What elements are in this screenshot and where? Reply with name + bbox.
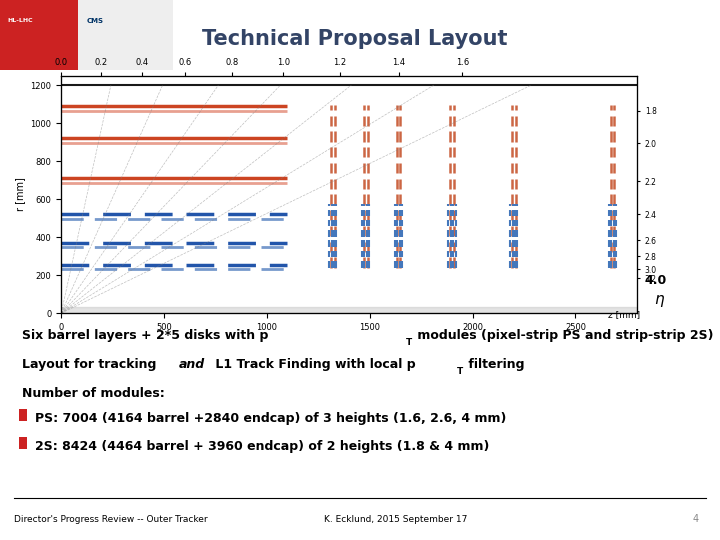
Text: Layout for tracking: Layout for tracking	[22, 358, 161, 371]
Text: modules (pixel-strip PS and strip-strip 2S): modules (pixel-strip PS and strip-strip …	[413, 329, 714, 342]
Text: filtering: filtering	[464, 358, 525, 371]
Y-axis label: r [mm]: r [mm]	[15, 178, 25, 211]
Text: Technical Proposal Layout: Technical Proposal Layout	[202, 29, 507, 49]
Text: and: and	[179, 358, 204, 371]
Text: Director's Progress Review -- Outer Tracker: Director's Progress Review -- Outer Trac…	[14, 515, 208, 524]
Text: L1 Track Finding with local p: L1 Track Finding with local p	[211, 358, 415, 371]
Bar	[19, 437, 27, 449]
Bar	[19, 409, 27, 421]
Text: K. Ecklund, 2015 September 17: K. Ecklund, 2015 September 17	[324, 515, 468, 524]
Text: HL-LHC: HL-LHC	[7, 17, 32, 23]
Bar	[0, 0, 720, 7]
Text: z [mm]: z [mm]	[608, 310, 641, 320]
Text: T: T	[406, 338, 413, 347]
Text: 2S: 8424 (4464 barrel + 3960 endcap) of 2 heights (1.8 & 4 mm): 2S: 8424 (4464 barrel + 3960 endcap) of …	[35, 440, 489, 453]
Text: η: η	[654, 292, 663, 307]
Text: T: T	[456, 367, 463, 376]
Text: Six barrel layers + 2*5 disks with p: Six barrel layers + 2*5 disks with p	[22, 329, 268, 342]
Text: CMS: CMS	[86, 17, 104, 24]
Bar	[78, 0, 173, 70]
Bar	[0, 0, 78, 70]
Text: Number of modules:: Number of modules:	[22, 387, 164, 400]
Text: PS: 7004 (4164 barrel +2840 endcap) of 3 heights (1.6, 2.6, 4 mm): PS: 7004 (4164 barrel +2840 endcap) of 3…	[35, 412, 506, 425]
Text: 4.0: 4.0	[644, 273, 667, 287]
Text: 4: 4	[692, 515, 698, 524]
